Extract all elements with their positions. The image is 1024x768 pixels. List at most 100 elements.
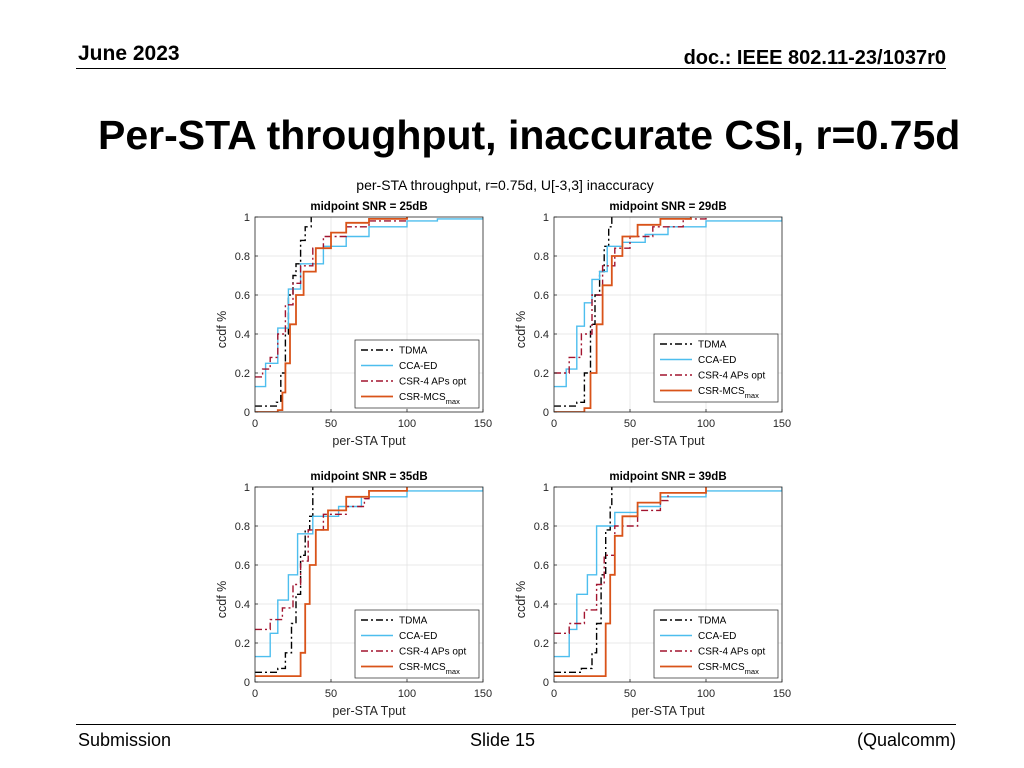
x-tick-label: 150 (474, 418, 492, 430)
legend-label: CSR-MCSmax (698, 386, 759, 400)
y-tick-label: 0.2 (235, 368, 250, 380)
x-tick-label: 50 (624, 418, 636, 430)
series-csr-mcs (255, 487, 408, 677)
panel-4: 0 50 100 150 0 0.2 0.4 0.6 0.8 1 per-STA Tput ccdf … (514, 471, 791, 718)
y-tick-label: 0.4 (534, 329, 549, 341)
y-tick-label: 1 (543, 212, 549, 224)
y-tick-label: 0.8 (534, 251, 549, 263)
y-tick-label: 0.8 (235, 521, 250, 533)
y-tick-label: 1 (543, 482, 549, 494)
legend-label: CCA-ED (698, 355, 736, 366)
y-tick-label: 0.4 (235, 329, 250, 341)
legend-label: CSR-4 APs opt (399, 647, 466, 658)
legend-label: CSR-MCSmax (399, 662, 460, 676)
x-tick-label: 100 (697, 688, 715, 700)
series-tdma (255, 487, 314, 673)
legend-label-subscript: max (745, 667, 759, 676)
y-axis-label: ccdf % (514, 311, 528, 349)
axes-box (254, 216, 484, 413)
panel-1: 0 50 100 150 0 0.2 0.4 0.6 0.8 1 per-STA Tput ccdf … (215, 201, 492, 448)
y-tick-label: 0 (244, 677, 250, 689)
legend-label-subscript: max (745, 391, 759, 400)
x-tick-label: 150 (773, 418, 791, 430)
series-csr-mcs (554, 217, 692, 412)
legend-label: CSR-4 APs opt (698, 371, 765, 382)
y-axis-label: ccdf % (215, 581, 229, 619)
y-tick-label: 1 (244, 482, 250, 494)
x-tick-label: 0 (252, 418, 258, 430)
panel-2: 0 50 100 150 0 0.2 0.4 0.6 0.8 1 per-STA Tput ccdf … (514, 201, 791, 448)
legend: TDMA CCA-ED CSR-4 APs opt CSR-MCSmax (653, 609, 779, 679)
y-tick-label: 0.2 (534, 638, 549, 650)
y-tick-label: 0.6 (534, 560, 549, 572)
x-axis-label: per-STA Tput (631, 704, 705, 718)
legend-label: CCA-ED (399, 361, 437, 372)
x-tick-label: 150 (773, 688, 791, 700)
x-tick-label: 50 (624, 688, 636, 700)
y-tick-label: 0 (543, 407, 549, 419)
axes-box (553, 486, 783, 683)
x-tick-label: 100 (697, 418, 715, 430)
panel-title: midpoint SNR = 35dB (310, 471, 427, 483)
series-tdma (554, 487, 613, 673)
y-axis-label: ccdf % (215, 311, 229, 349)
series-tdma (554, 217, 613, 407)
legend-label: CSR-MCSmax (399, 392, 460, 406)
legend: TDMA CCA-ED CSR-4 APs opt CSR-MCSmax (354, 609, 480, 679)
y-tick-label: 0.6 (235, 560, 250, 572)
x-tick-label: 0 (551, 418, 557, 430)
footer-slide-number: Slide 15 (470, 730, 536, 750)
series-csr-4-aps-opt (255, 490, 370, 631)
series-tdma (255, 217, 312, 407)
legend-label: TDMA (399, 616, 428, 627)
legend-label: TDMA (698, 616, 727, 627)
x-tick-label: 0 (551, 688, 557, 700)
series-csr-mcs (255, 217, 408, 412)
header-date: June 2023 (78, 42, 180, 65)
x-tick-label: 100 (398, 418, 416, 430)
legend: TDMA CCA-ED CSR-4 APs opt CSR-MCSmax (354, 339, 480, 409)
panel-3: 0 50 100 150 0 0.2 0.4 0.6 0.8 1 per-STA Tput ccdf … (215, 471, 492, 718)
legend-label: CSR-4 APs opt (698, 647, 765, 658)
footer-rule (76, 724, 956, 725)
x-axis-label: per-STA Tput (332, 434, 406, 448)
legend-label: TDMA (698, 340, 727, 351)
series-csr-4-aps-opt (554, 217, 707, 374)
footer-company: (Qualcomm) (856, 730, 956, 750)
legend: TDMA CCA-ED CSR-4 APs opt CSR-MCSmax (653, 333, 779, 403)
y-tick-label: 0.8 (235, 251, 250, 263)
figure-suptitle: per-STA throughput, r=0.75d, U[-3,3] ina… (356, 177, 653, 193)
y-tick-label: 0 (244, 407, 250, 419)
series-csr-4-aps-opt (255, 217, 408, 378)
series-csr-mcs (554, 487, 707, 677)
x-tick-label: 100 (398, 688, 416, 700)
axes-box (254, 486, 484, 683)
legend-label: CCA-ED (698, 631, 736, 642)
x-tick-label: 50 (325, 688, 337, 700)
legend-label: TDMA (399, 346, 428, 357)
header-doc-id: doc.: IEEE 802.11-23/1037r0 (683, 47, 946, 69)
y-tick-label: 0 (543, 677, 549, 689)
axes-box (553, 216, 783, 413)
series-csr-4-aps-opt (554, 492, 669, 634)
legend-label: CCA-ED (399, 631, 437, 642)
header-rule (76, 68, 946, 69)
x-tick-label: 0 (252, 688, 258, 700)
legend-label-subscript: max (446, 397, 460, 406)
legend-label-subscript: max (446, 667, 460, 676)
y-tick-label: 0.6 (235, 290, 250, 302)
panel-title: midpoint SNR = 25dB (310, 201, 427, 213)
y-tick-label: 0.6 (534, 290, 549, 302)
panel-title: midpoint SNR = 29dB (609, 201, 726, 213)
x-axis-label: per-STA Tput (332, 704, 406, 718)
legend-label: CSR-MCSmax (698, 662, 759, 676)
x-tick-label: 50 (325, 418, 337, 430)
series-cca-ed (255, 487, 483, 658)
x-tick-label: 150 (474, 688, 492, 700)
y-tick-label: 0.4 (235, 599, 250, 611)
y-tick-label: 0.4 (534, 599, 549, 611)
slide-title: Per-STA throughput, inaccurate CSI, r=0.… (98, 112, 961, 158)
panel-title: midpoint SNR = 39dB (609, 471, 726, 483)
